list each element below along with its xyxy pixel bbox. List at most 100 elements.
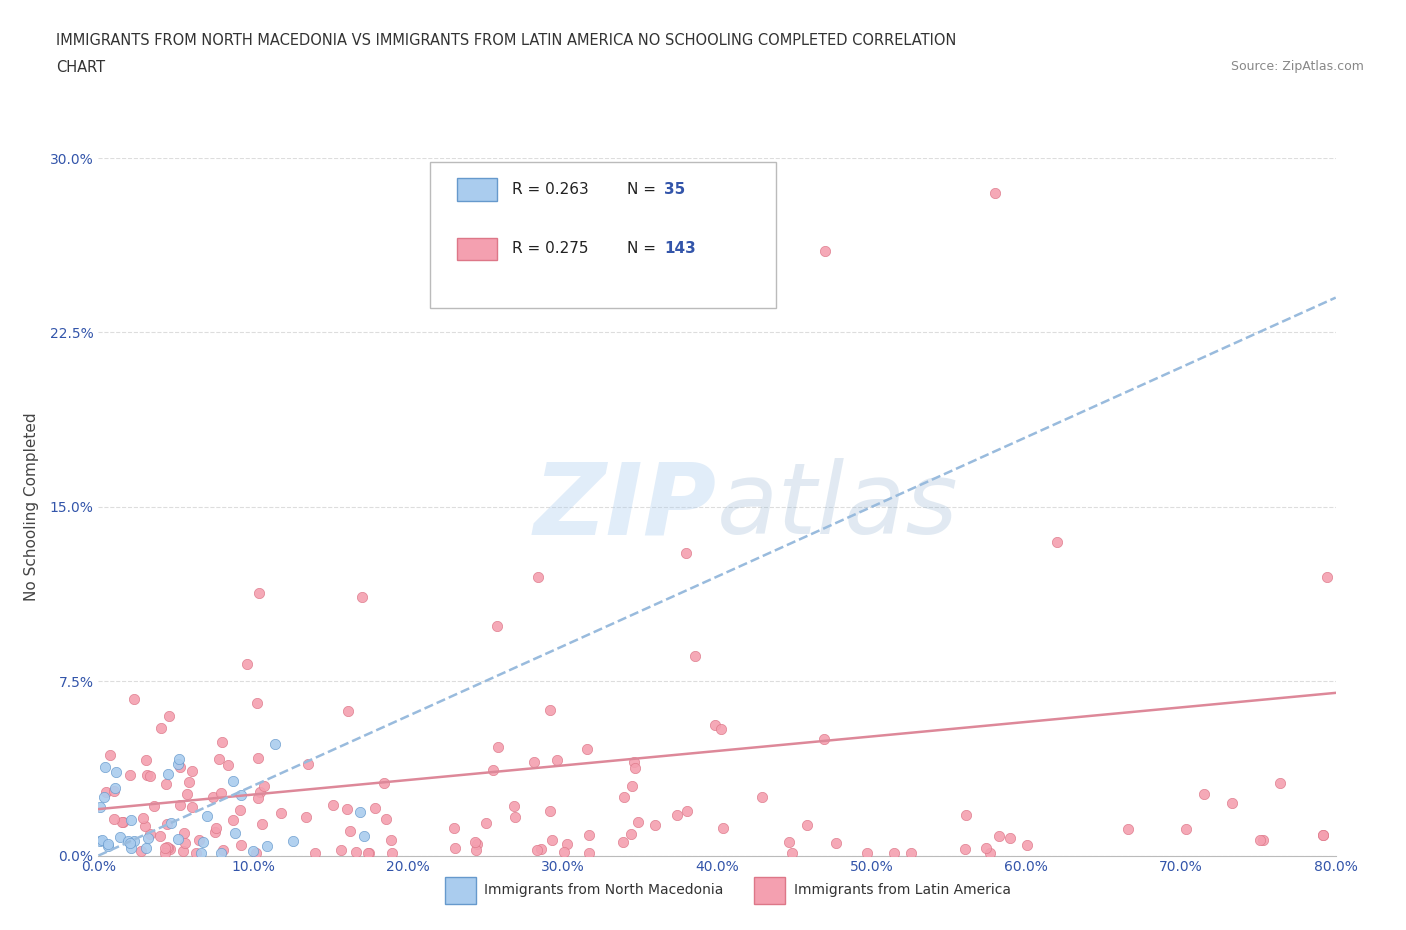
Point xyxy=(353,829,375,844)
Point xyxy=(444,841,467,856)
Point xyxy=(778,834,800,849)
Point xyxy=(132,811,155,826)
Point xyxy=(211,734,233,749)
Point xyxy=(464,843,486,857)
Point xyxy=(380,832,402,847)
Point xyxy=(156,816,179,830)
Point xyxy=(245,845,267,860)
Point xyxy=(485,619,508,634)
Point xyxy=(104,780,127,795)
Point xyxy=(212,843,235,857)
Point xyxy=(359,845,381,860)
Point xyxy=(443,821,465,836)
Point xyxy=(177,775,200,790)
Point xyxy=(143,799,166,814)
Point xyxy=(122,834,145,849)
Text: N =: N = xyxy=(627,241,661,257)
Point xyxy=(1046,534,1069,549)
Point xyxy=(246,696,269,711)
Point xyxy=(181,800,204,815)
Point xyxy=(856,846,879,861)
Point xyxy=(208,751,231,766)
Point xyxy=(987,829,1010,844)
Point xyxy=(190,846,212,861)
Point xyxy=(117,833,139,848)
Point xyxy=(974,841,997,856)
Point xyxy=(613,790,636,805)
Point xyxy=(135,752,157,767)
Point xyxy=(900,846,922,861)
Text: R = 0.263: R = 0.263 xyxy=(512,182,589,197)
Point xyxy=(373,775,395,790)
Point xyxy=(1116,822,1139,837)
Point xyxy=(612,835,634,850)
Point xyxy=(955,807,977,822)
Point xyxy=(93,760,115,775)
Point xyxy=(339,824,361,839)
Text: N =: N = xyxy=(627,182,661,197)
Point xyxy=(557,836,579,851)
Point xyxy=(703,717,725,732)
Point xyxy=(97,839,120,854)
Point xyxy=(204,824,226,839)
Point xyxy=(751,790,773,804)
Point xyxy=(644,817,666,832)
Point xyxy=(120,840,142,855)
Point xyxy=(883,846,905,861)
Point xyxy=(796,817,818,832)
Point xyxy=(465,836,488,851)
Point xyxy=(111,815,134,830)
Point xyxy=(150,721,173,736)
Point xyxy=(1015,838,1038,853)
Point xyxy=(157,840,180,855)
Point xyxy=(1312,828,1334,843)
Point xyxy=(350,590,373,604)
Point xyxy=(181,764,204,778)
Text: Immigrants from North Macedonia: Immigrants from North Macedonia xyxy=(485,884,724,897)
Point xyxy=(205,820,228,835)
Point xyxy=(120,836,142,851)
Point xyxy=(250,817,273,831)
Point xyxy=(530,842,553,857)
Point xyxy=(578,845,600,860)
Point xyxy=(474,816,496,830)
Text: 35: 35 xyxy=(664,182,685,197)
Point xyxy=(249,785,271,800)
Point xyxy=(297,757,319,772)
Point xyxy=(1268,776,1291,790)
Point xyxy=(953,842,976,857)
Point xyxy=(553,844,575,859)
Point xyxy=(349,805,371,820)
Bar xyxy=(754,876,785,904)
Point xyxy=(224,825,246,840)
Point xyxy=(984,186,1007,201)
Point xyxy=(1192,787,1215,802)
Point xyxy=(173,835,195,850)
Point xyxy=(375,812,398,827)
Point xyxy=(523,755,546,770)
Point xyxy=(538,702,561,717)
Point xyxy=(188,832,211,847)
Point xyxy=(711,821,734,836)
Point xyxy=(247,586,270,601)
Text: ZIP: ZIP xyxy=(534,458,717,555)
Point xyxy=(665,807,688,822)
Point xyxy=(157,709,180,724)
Point xyxy=(169,797,191,812)
Point xyxy=(231,788,253,803)
Point xyxy=(503,810,526,825)
Point xyxy=(139,769,162,784)
Point xyxy=(156,840,179,855)
Text: Immigrants from Latin America: Immigrants from Latin America xyxy=(794,884,1011,897)
Point xyxy=(304,846,326,861)
Point xyxy=(222,812,245,827)
Point xyxy=(222,774,245,789)
Point xyxy=(136,830,159,845)
Point xyxy=(627,814,650,829)
Point xyxy=(1175,822,1198,837)
Point xyxy=(231,838,253,853)
Point xyxy=(780,845,803,860)
Point xyxy=(576,742,599,757)
Point xyxy=(242,844,264,858)
Point xyxy=(813,732,835,747)
